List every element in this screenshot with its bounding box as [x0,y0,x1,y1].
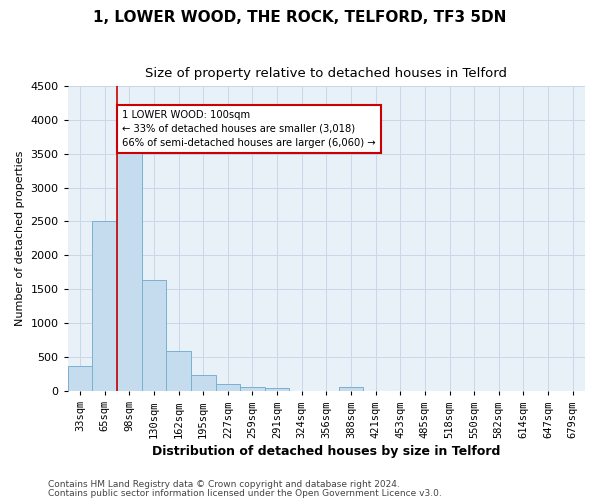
Bar [68,366,92,391]
Text: Contains HM Land Registry data © Crown copyright and database right 2024.: Contains HM Land Registry data © Crown c… [48,480,400,489]
Bar [142,280,166,391]
Bar [92,222,117,391]
Text: 1 LOWER WOOD: 100sqm
← 33% of detached houses are smaller (3,018)
66% of semi-de: 1 LOWER WOOD: 100sqm ← 33% of detached h… [122,110,376,148]
X-axis label: Distribution of detached houses by size in Telford: Distribution of detached houses by size … [152,444,500,458]
Bar [117,136,142,391]
Text: Contains public sector information licensed under the Open Government Licence v3: Contains public sector information licen… [48,488,442,498]
Bar [240,387,265,391]
Bar [338,386,364,391]
Bar [215,384,240,391]
Bar [166,351,191,391]
Bar [265,388,289,391]
Title: Size of property relative to detached houses in Telford: Size of property relative to detached ho… [145,68,508,80]
Y-axis label: Number of detached properties: Number of detached properties [15,150,25,326]
Text: 1, LOWER WOOD, THE ROCK, TELFORD, TF3 5DN: 1, LOWER WOOD, THE ROCK, TELFORD, TF3 5D… [94,10,506,25]
Bar [191,376,215,391]
